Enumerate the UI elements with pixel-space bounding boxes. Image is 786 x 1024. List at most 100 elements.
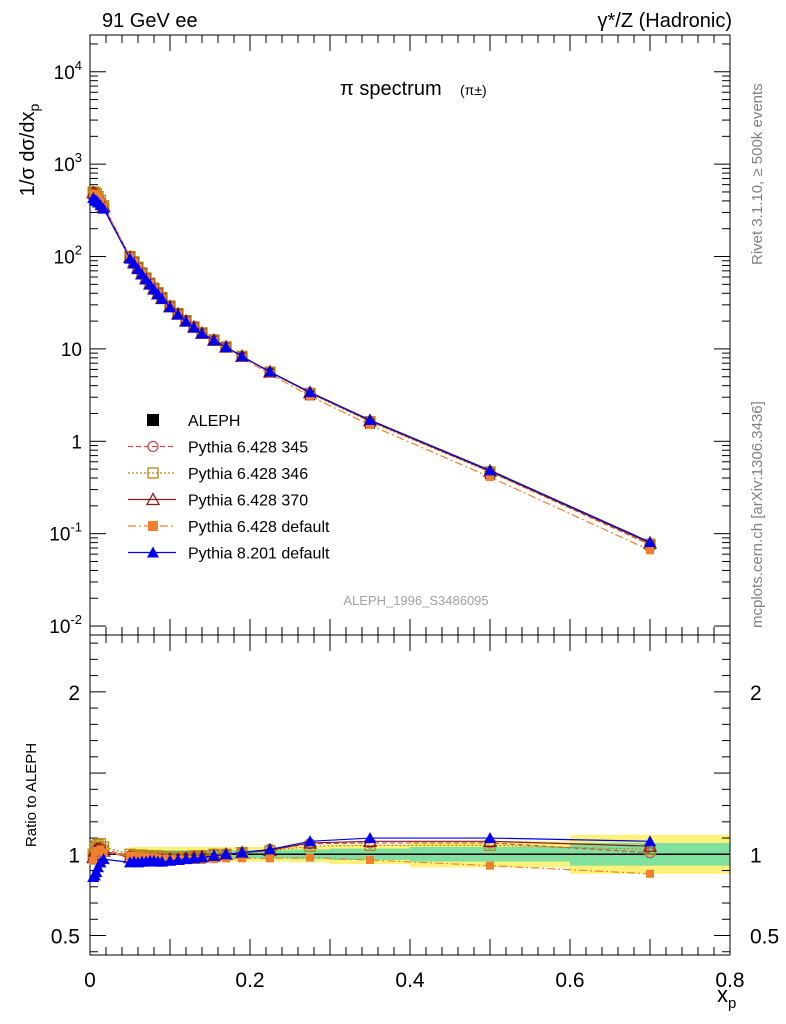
data-point [646,546,654,555]
legend-label: Pythia 6.428 345 [188,440,308,457]
data-point [188,321,200,333]
ratio-series [86,832,658,883]
ratio-y-axis-label: Ratio to ALEPH [23,743,40,847]
ratio-data-point [188,852,200,864]
legend-label: Pythia 6.428 370 [188,493,308,510]
x-tick-label: 0.2 [235,969,264,992]
ratio-frame [89,634,731,956]
mcplots-reference-label: mcplots.cern.ch [arXiv:1306.3436] [749,401,766,628]
legend-label: Pythia 6.428 346 [188,466,308,483]
data-point [156,292,168,304]
spectrum-y-axis-label: 1/σ dσ/dxp [17,104,42,197]
ratio-y-tick-label: 1 [68,844,80,867]
series-line [92,191,651,545]
series-pythia-6-428-345 [87,186,656,551]
header-right-label: γ*/Z (Hadronic) [598,10,732,32]
header-left-label: 91 GeV ee [102,10,198,32]
y-tick-label: 103 [54,150,82,176]
ratio-axis-ticks: 2 21 10.5 0.50 0.2 0.4 0.6 0.8 [51,635,779,992]
series-line [92,197,651,543]
y-tick-label: 104 [54,58,82,84]
series-aleph [88,186,655,551]
ratio-data-point [644,835,656,847]
data-point [164,301,176,313]
ratio-data-point [236,846,248,858]
ratio-series-pythia-8-201-default [87,832,656,883]
data-point [486,473,494,482]
y-tick-label: 10 [61,340,82,361]
ratio-data-point [486,861,494,870]
legend-marker-swatch [145,492,161,506]
spectrum-frame [89,34,731,636]
ratio-data-point [97,853,110,865]
ratio-y-tick-label: 0.5 [51,926,80,949]
data-point [366,421,374,430]
ratio-y-tick-label: 2 [68,682,80,705]
data-point [484,464,496,476]
series-line [93,193,651,551]
data-point [180,315,192,327]
legend-marker-swatch [147,467,159,479]
ratio-panel: 2 21 10.5 0.50 0.2 0.4 0.6 0.8 Ratio to ALEPH x… [23,634,779,1012]
x-tick-label: 0.4 [395,969,425,992]
ratio-y-tick-label-right: 2 [750,682,762,705]
legend-marker-swatch [147,546,159,558]
ratio-data-point [304,835,316,847]
legend-item: Pythia 6.428 345 [128,440,308,457]
y-tick-label: 10-1 [49,520,82,546]
ratio-data-point [164,854,176,866]
ratio-data-point [196,851,208,863]
spectrum-title-suffix: (π±) [460,82,487,98]
data-point [364,413,376,425]
y-tick-label: 10-2 [49,612,82,638]
ratio-data-point [180,853,192,865]
series-line [92,192,651,544]
data-point [196,327,208,339]
ratio-y-tick-label-right: 1 [750,844,762,867]
legend-item: Pythia 6.428 default [128,519,330,536]
legend-item: Pythia 6.428 370 [128,492,308,510]
series-pythia-6-428-346 [87,186,656,550]
series-line [92,191,651,546]
data-point [97,202,110,214]
data-point [208,334,220,346]
legend-label: Pythia 8.201 default [188,546,330,563]
x-tick-label: 0.8 [715,969,744,992]
y-tick-label: 1 [71,432,82,453]
ratio-data-point [484,832,496,844]
legend: ALEPH Pythia 6.428 345 Pythia 6.428 346 Pyt… [128,413,330,563]
ratio-data-point [306,853,314,862]
data-point [304,386,316,398]
rivet-version-label: Rivet 3.1.10, ≥ 500k events [749,83,766,265]
ratio-data-point [264,843,276,855]
ratio-data-point [238,854,246,863]
ratio-data-point [266,854,274,863]
legend-label: Pythia 6.428 default [188,519,330,536]
legend-label: ALEPH [188,413,240,430]
ratio-data-point [89,856,98,865]
ratio-data-point [172,853,184,865]
data-point [172,308,184,320]
ratio-data-point [646,869,654,878]
series-pythia-6-428-370 [86,185,658,549]
ratio-y-tick-label-right: 0.5 [750,926,779,949]
ratio-data-point [366,855,374,864]
legend-item: Pythia 8.201 default [128,546,330,563]
data-point [236,350,248,362]
legend-marker-swatch [147,414,159,426]
x-tick-label: 0.6 [555,969,584,992]
ratio-data-point [99,848,108,857]
ratio-data-point [156,855,168,867]
x-tick-label: 0 [84,969,96,992]
legend-marker-swatch [148,521,158,531]
y-tick-label: 102 [54,243,82,269]
legend-item: ALEPH [147,413,240,430]
spectrum-series [86,185,658,555]
data-point [220,340,232,352]
legend-marker-swatch [147,440,159,453]
spectrum-title: π spectrum [340,78,442,100]
series-pythia-8-201-default [87,192,656,548]
